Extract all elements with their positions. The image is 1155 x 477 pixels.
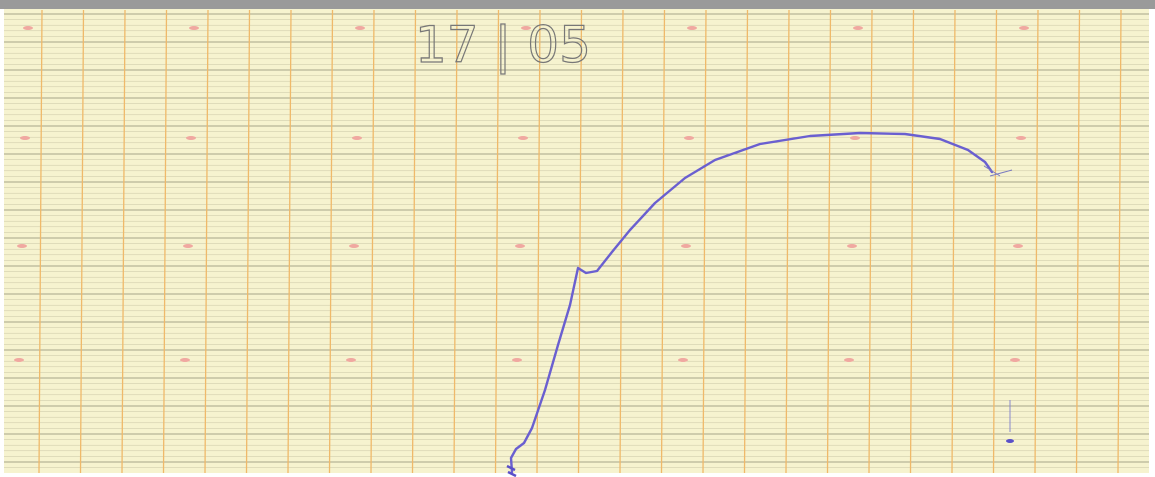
paper-dot xyxy=(189,26,199,30)
paper-dot xyxy=(23,26,33,30)
paper-dot xyxy=(355,26,365,30)
paper-dot xyxy=(684,136,694,140)
paper xyxy=(4,8,1149,473)
paper-dot xyxy=(847,244,857,248)
paper-dot xyxy=(180,358,190,362)
paper-dot xyxy=(186,136,196,140)
paper-dot xyxy=(853,26,863,30)
paper-dot xyxy=(1013,244,1023,248)
paper-dot xyxy=(17,244,27,248)
paper-dot xyxy=(518,136,528,140)
paper-dot xyxy=(515,244,525,248)
paper-dot xyxy=(1019,26,1029,30)
handwritten-annotation: 17 | 05 xyxy=(415,16,591,74)
paper-dot xyxy=(512,358,522,362)
paper-dot xyxy=(183,244,193,248)
paper-dot xyxy=(1010,358,1020,362)
paper-dot xyxy=(844,358,854,362)
paper-dot xyxy=(1016,136,1026,140)
chart-paper-scan: 17 | 05 xyxy=(0,0,1155,477)
paper-dot xyxy=(850,136,860,140)
pen-dot xyxy=(1006,439,1014,443)
paper-dot xyxy=(346,358,356,362)
paper-dot xyxy=(681,244,691,248)
paper-dot xyxy=(349,244,359,248)
scanner-edge xyxy=(0,0,1155,9)
paper-dot xyxy=(14,358,24,362)
paper-dot xyxy=(687,26,697,30)
page: 17 | 05 (() => { const data = JSON.parse… xyxy=(0,0,1155,477)
paper-dot xyxy=(678,358,688,362)
paper-dot xyxy=(20,136,30,140)
paper-dot xyxy=(352,136,362,140)
